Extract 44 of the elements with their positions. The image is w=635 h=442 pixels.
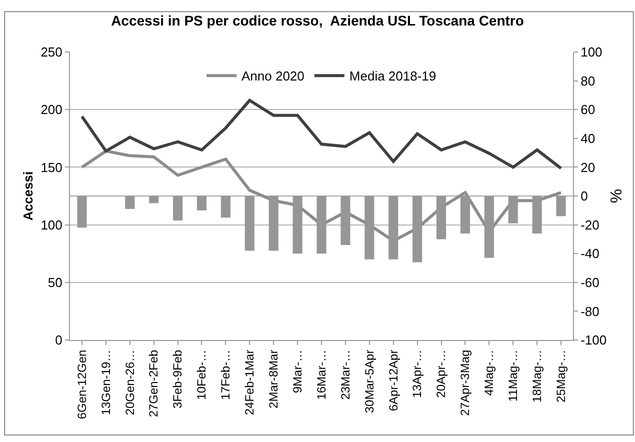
legend-label: Media 2018-19: [349, 68, 436, 84]
x-tick-label: 18Mag-…: [530, 350, 544, 402]
y2-tick-label: 0: [580, 188, 588, 204]
x-tick-label: 27Gen-2Feb: [146, 349, 161, 418]
x-tick-label: 6Apr-12Apr: [386, 350, 400, 412]
legend-label: Anno 2020: [242, 68, 304, 84]
x-tick-label: 3Feb-9Feb: [170, 349, 185, 409]
y2-tick-label: 80: [580, 73, 596, 88]
y-tick-label: 50: [48, 274, 62, 290]
y2-tick-label: -40: [580, 246, 600, 262]
line-series: [80, 98, 563, 170]
y-axis-title: Accessi: [20, 171, 36, 221]
x-tick-label: 20Apr-…: [434, 350, 448, 398]
y-tick-label: 150: [40, 160, 62, 175]
y-tick-label: 250: [40, 44, 62, 60]
x-tick-label: 6Gen-12Gen: [74, 350, 89, 420]
x-tick-label: 11Mag-…: [506, 350, 520, 402]
x-tick-label: 24Feb-1Mar: [242, 350, 257, 416]
y2-tick-label: -100: [580, 332, 607, 348]
x-tick-label: 4Mag-…: [482, 350, 496, 396]
y2-tick-label: -60: [580, 274, 600, 290]
y2-tick-label: -20: [580, 217, 600, 232]
x-tick-label: 27Apr-3Mag: [458, 350, 472, 416]
x-tick-label: 23Mar-…: [338, 350, 352, 400]
x-tick-label: 17Feb-…: [218, 350, 233, 400]
x-tick-label: 2Mar-8Mar: [266, 350, 280, 408]
y2-axis-title: %: [608, 188, 626, 204]
x-tick-label: 13Gen-19…: [98, 350, 113, 416]
y2-tick-label: 100: [580, 44, 602, 60]
y-tick-label: 0: [55, 332, 62, 348]
y2-tick-label: 60: [580, 102, 596, 118]
x-tick-label: 30Mar-5Apr: [362, 350, 376, 414]
x-tick-label: 25Mag-…: [554, 350, 568, 402]
x-tick-label: 9Mar-…: [290, 350, 304, 394]
y-tick-label: 200: [40, 102, 62, 118]
y2-tick-label: -80: [580, 304, 600, 319]
x-tick-label: 10Feb-…: [194, 350, 209, 400]
y2-tick-label: 20: [580, 160, 596, 175]
x-tick-label: 16Mar-…: [314, 350, 328, 400]
chart-title: Accessi in PS per codice rosso, Azienda USL Toscana Centro: [111, 12, 524, 28]
y2-tick-label: 40: [580, 130, 596, 146]
y-tick-label: 100: [40, 217, 62, 232]
x-tick-label: 13Apr-…: [410, 350, 424, 398]
x-tick-label: 20Gen-26…: [122, 350, 137, 416]
